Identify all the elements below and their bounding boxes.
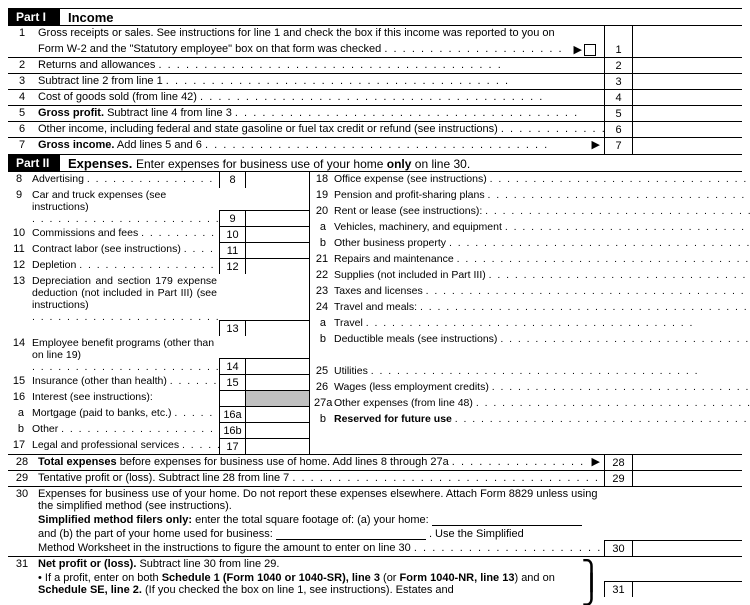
line30: 30 Expenses for business use of your hom…: [8, 487, 742, 557]
p2-line-24b: bDeductible meals (see instructions)24b: [310, 332, 750, 364]
line7: 7 Gross income. Add lines 5 and 6 ▶ 7: [8, 138, 742, 154]
line1-num: 1: [8, 26, 36, 42]
part2-left-col: 8Advertising89Car and truck expenses (se…: [8, 172, 310, 454]
p2-line-24: 24Travel and meals:: [310, 300, 750, 316]
line1-row2: Form W-2 and the "Statutory employee" bo…: [8, 42, 742, 58]
part1-title: Income: [60, 10, 114, 25]
line4: 4 Cost of goods sold (from line 42) 4: [8, 90, 742, 106]
box1: 1: [604, 42, 632, 57]
p2-line-15: 15Insurance (other than health)15: [8, 374, 309, 390]
p2-line-14: 14Employee benefit programs (other than …: [8, 336, 309, 374]
brace-icon: ⎫⎭: [579, 569, 604, 597]
amount1[interactable]: [632, 42, 742, 57]
arrow-icon: ▶: [574, 43, 582, 56]
p2-line-25: 25Utilities25: [310, 364, 750, 380]
part1-label: Part I: [8, 8, 60, 26]
p2-line-27b: bReserved for future use27b: [310, 412, 750, 428]
p2-line-10: 10Commissions and fees10: [8, 226, 309, 242]
p2-line-18: 18Office expense (see instructions)18: [310, 172, 750, 188]
p2-line-11: 11Contract labor (see instructions)11: [8, 242, 309, 258]
p2-line-16b: bOther16b: [8, 422, 309, 438]
part2-title: Expenses. Enter expenses for business us…: [60, 156, 470, 171]
part2-label: Part II: [8, 154, 60, 172]
line29: 29 Tentative profit or (loss). Subtract …: [8, 471, 742, 487]
p2-line-20a: aVehicles, machinery, and equipment20a: [310, 220, 750, 236]
line31: 31 Net profit or (loss). Subtract line 3…: [8, 557, 742, 597]
p2-line-20: 20Rent or lease (see instructions):: [310, 204, 750, 220]
part2-columns: 8Advertising89Car and truck expenses (se…: [8, 172, 742, 455]
p2-line-24a: aTravel24a: [310, 316, 750, 332]
p2-line-19: 19Pension and profit-sharing plans19: [310, 188, 750, 204]
line1-text2: Form W-2 and the "Statutory employee" bo…: [36, 42, 568, 57]
line2: 2 Returns and allowances 2: [8, 58, 742, 74]
line1-text: Gross receipts or sales. See instruction…: [36, 26, 604, 42]
business-sqft-input[interactable]: [276, 529, 426, 540]
arrow-icon: ▶: [592, 456, 600, 468]
p2-line-8: 8Advertising8: [8, 172, 309, 188]
part1-header: Part I Income: [8, 8, 742, 26]
line1-row1: 1 Gross receipts or sales. See instructi…: [8, 26, 742, 42]
p2-line-23: 23Taxes and licenses23: [310, 284, 750, 300]
p2-line-20b: bOther business property20b: [310, 236, 750, 252]
part2-header: Part II Expenses. Enter expenses for bus…: [8, 154, 742, 172]
p2-line-17: 17Legal and professional services17: [8, 438, 309, 454]
p2-line-12: 12Depletion12: [8, 258, 309, 274]
home-sqft-input[interactable]: [432, 515, 582, 526]
p2-line-16: 16Interest (see instructions):: [8, 390, 309, 406]
p2-line-16a: aMortgage (paid to banks, etc.)16a: [8, 406, 309, 422]
statutory-checkbox[interactable]: [584, 44, 596, 56]
arrow-icon: ▶: [592, 139, 600, 151]
p2-line-21: 21Repairs and maintenance21: [310, 252, 750, 268]
p2-line-26: 26Wages (less employment credits)26: [310, 380, 750, 396]
part2-right-col: 18Office expense (see instructions)1819P…: [310, 172, 750, 454]
line28: 28 Total expenses before expenses for bu…: [8, 455, 742, 471]
line6: 6 Other income, including federal and st…: [8, 122, 742, 138]
p2-line-13: 13Depreciation and section 179 expense d…: [8, 274, 309, 336]
p2-line-22: 22Supplies (not included in Part III)22: [310, 268, 750, 284]
line3: 3 Subtract line 2 from line 1 3: [8, 74, 742, 90]
line5: 5 Gross profit. Subtract line 4 from lin…: [8, 106, 742, 122]
p2-line-27a: 27aOther expenses (from line 48)27a: [310, 396, 750, 412]
p2-line-9: 9Car and truck expenses (see instruction…: [8, 188, 309, 226]
